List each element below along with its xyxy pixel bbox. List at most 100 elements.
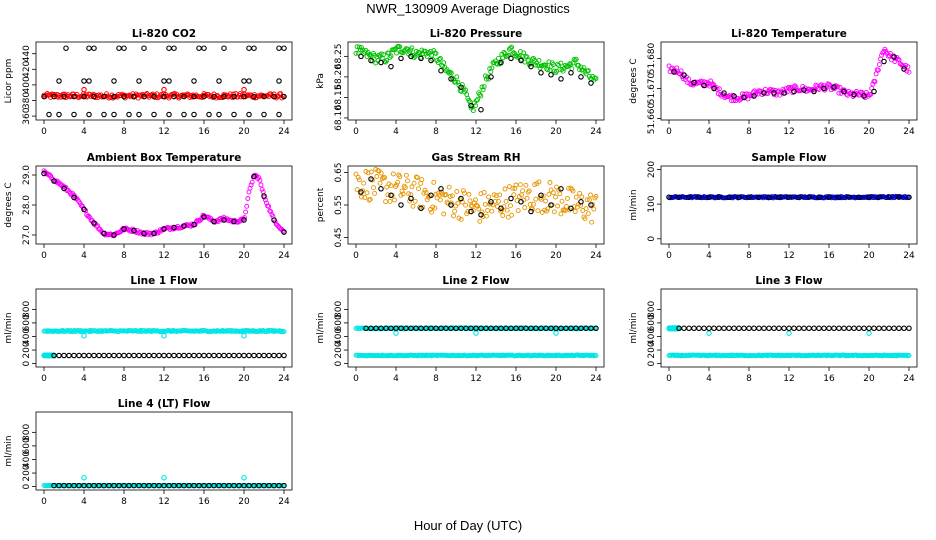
data-point xyxy=(786,325,792,332)
data-point xyxy=(528,208,534,215)
data-point xyxy=(246,352,252,359)
data-point xyxy=(243,209,249,215)
data-point xyxy=(553,194,558,200)
data-point xyxy=(121,226,127,232)
data-point xyxy=(91,45,97,51)
chart-panel: Gas Stream RH percent 0 4 8 12 16 20 24 0.45 0.55 0… xyxy=(316,152,605,261)
data-point xyxy=(572,209,578,215)
x-tick-label: 24 xyxy=(278,374,290,384)
panel-title: Li-820 Temperature xyxy=(731,28,847,40)
data-point xyxy=(398,202,404,208)
data-point xyxy=(383,325,389,332)
panel-title: Li-820 CO2 xyxy=(132,28,196,40)
data-point xyxy=(570,188,576,194)
data-point xyxy=(445,69,451,75)
data-point xyxy=(492,58,498,64)
series-raw xyxy=(41,168,287,239)
data-point xyxy=(488,74,494,80)
data-point xyxy=(876,325,882,332)
data-point xyxy=(513,325,519,332)
data-point xyxy=(483,325,489,332)
data-point xyxy=(221,482,227,489)
data-point xyxy=(582,216,588,222)
data-point xyxy=(498,208,504,214)
x-tick-label: 16 xyxy=(510,127,522,137)
data-point xyxy=(429,52,435,58)
data-point xyxy=(736,325,742,332)
data-point xyxy=(429,353,435,359)
y-tick-label: 0.45 xyxy=(334,227,344,247)
data-point xyxy=(48,173,54,179)
data-point xyxy=(896,194,902,200)
data-point xyxy=(496,55,501,61)
data-point xyxy=(508,203,513,209)
y-axis-label: ml/min xyxy=(316,312,326,343)
data-point xyxy=(201,482,207,489)
data-point xyxy=(271,91,277,97)
data-point xyxy=(548,187,554,193)
data-point xyxy=(171,45,177,51)
data-point xyxy=(226,482,232,489)
data-point xyxy=(181,352,187,359)
data-point xyxy=(524,195,530,201)
data-point xyxy=(171,93,177,100)
data-point xyxy=(216,216,222,222)
data-point xyxy=(761,90,767,96)
data-point xyxy=(111,352,117,359)
data-point xyxy=(454,189,460,194)
data-point xyxy=(226,217,232,223)
data-point xyxy=(417,204,423,210)
data-point xyxy=(391,197,397,203)
y-tick-label: 100 xyxy=(647,195,657,212)
data-point xyxy=(161,86,167,93)
data-point xyxy=(716,325,722,332)
data-point xyxy=(725,94,731,99)
data-point xyxy=(731,325,737,332)
data-point xyxy=(816,194,822,200)
data-point xyxy=(388,53,394,59)
data-point xyxy=(483,213,489,219)
data-point xyxy=(563,325,569,332)
x-tick-label: 12 xyxy=(158,127,169,137)
data-point xyxy=(875,67,881,73)
series-raw-high xyxy=(41,327,287,335)
data-point xyxy=(464,211,470,217)
y-tick-label: 420 xyxy=(22,60,32,77)
data-point xyxy=(408,53,414,60)
data-point xyxy=(176,352,182,359)
data-point xyxy=(453,203,459,209)
plot-frame xyxy=(35,41,293,121)
data-point xyxy=(231,482,237,489)
series-reference xyxy=(706,330,872,336)
data-point xyxy=(528,61,534,67)
data-point xyxy=(47,172,52,178)
x-tick-label: 16 xyxy=(510,251,522,261)
data-point xyxy=(436,56,442,62)
data-point xyxy=(101,111,107,118)
data-point xyxy=(518,325,524,332)
data-point xyxy=(886,194,892,200)
data-point xyxy=(171,224,177,231)
data-point xyxy=(261,352,267,359)
data-point xyxy=(141,230,147,237)
data-point xyxy=(391,47,397,53)
y-tick-label: 200 xyxy=(334,341,344,358)
series-hourly-mean xyxy=(41,93,287,100)
x-tick-label: 12 xyxy=(158,251,169,261)
data-point xyxy=(181,223,187,229)
data-point xyxy=(141,482,147,489)
data-point xyxy=(588,80,594,86)
data-point xyxy=(116,45,122,51)
data-point xyxy=(250,95,256,100)
x-tick-label: 16 xyxy=(198,127,210,137)
data-point xyxy=(558,186,564,192)
data-point xyxy=(558,76,564,82)
data-point xyxy=(418,205,424,212)
data-point xyxy=(373,325,379,332)
x-tick-label: 0 xyxy=(41,251,47,261)
panel-title: Line 2 Flow xyxy=(442,275,509,287)
x-tick-label: 16 xyxy=(823,374,835,384)
x-tick-label: 24 xyxy=(278,497,290,507)
data-point xyxy=(806,194,812,200)
